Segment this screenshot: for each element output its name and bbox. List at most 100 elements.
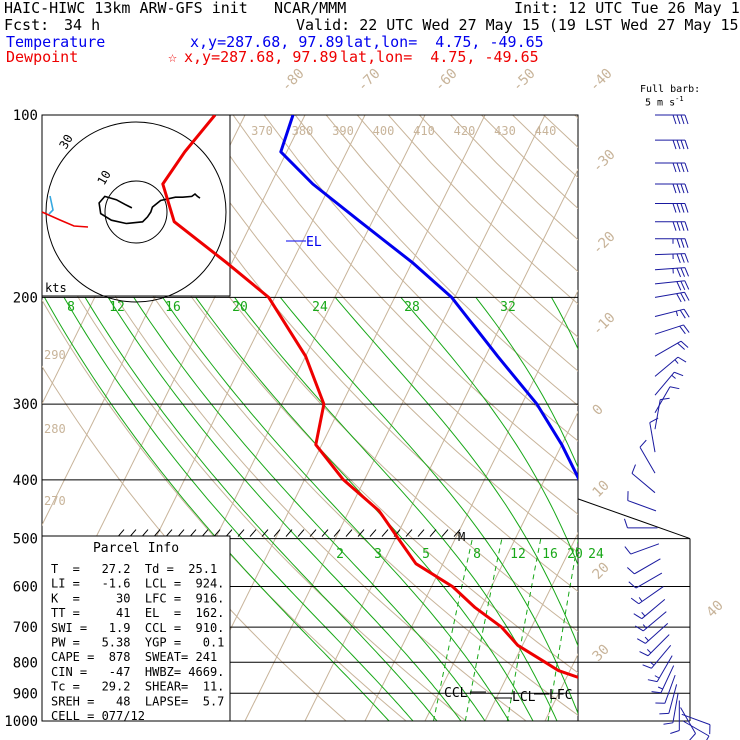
center-label: NCAR/MMM — [274, 0, 347, 17]
freezing-hatch — [249, 529, 257, 537]
dewpoint-profile — [161, 115, 578, 679]
mixing-ratio-label: 2 — [336, 547, 344, 562]
freezing-hatch — [201, 529, 209, 537]
mixing-ratio-label: 12 — [109, 300, 125, 315]
wind-barb-feather — [659, 712, 669, 715]
sounding-profiles — [161, 115, 578, 679]
wind-barb-feather — [680, 114, 685, 125]
pressure-label: 900 — [13, 686, 38, 702]
wind-barb-feather — [684, 114, 689, 125]
wind-barb — [634, 558, 661, 575]
wind-barb-feather — [657, 686, 663, 690]
pressure-label: 500 — [13, 532, 38, 548]
wind-barb-feather — [676, 183, 681, 194]
pressure-label: 800 — [13, 655, 38, 671]
wind-barb-feather — [680, 340, 689, 348]
mixing-ratio-label: 24 — [588, 547, 604, 562]
theta-label: 420 — [454, 124, 476, 138]
wind-barb-feather — [649, 417, 659, 424]
freezing-hatch — [405, 529, 413, 537]
wind-barb-feather — [680, 203, 685, 213]
isotherm-line — [605, 115, 740, 721]
theta-label: 400 — [373, 124, 395, 138]
freezing-hatch — [417, 529, 425, 537]
wind-barb-feather — [679, 325, 686, 335]
wind-barb-feather — [684, 238, 689, 248]
isotherm-line — [0, 115, 5, 721]
isotherm-label: 20 — [590, 560, 613, 583]
wind-barb-feather — [638, 597, 643, 602]
wind-barb-feather — [676, 253, 681, 263]
wind-barb-feather — [676, 221, 681, 231]
isotherm-label: -30 — [590, 147, 619, 176]
lcl-label: LCL — [512, 690, 536, 705]
parcel-info-row: LI = -1.6 LCL = 924. — [51, 577, 224, 591]
mixing-ratio-label: 32 — [500, 300, 516, 315]
parcel-info-box: Parcel Info T = 27.2 Td = 25.1LI = -1.6 L… — [41, 535, 231, 723]
wind-barb-feather — [672, 139, 677, 150]
dry-adiabat-line — [232, 115, 578, 478]
theta-label: 290 — [44, 348, 66, 362]
freezing-hatch — [117, 529, 125, 537]
mixing-ratio-line — [464, 538, 503, 721]
barb-frame-diagonal — [577, 498, 691, 540]
isotherm-label: -40 — [587, 66, 616, 95]
freezing-hatch — [261, 529, 269, 537]
freezing-hatch — [189, 529, 197, 537]
freezing-hatch — [333, 529, 341, 537]
dry-adiabat-line — [294, 115, 578, 407]
wind-barb-feather — [654, 675, 660, 679]
wind-barb-feather — [684, 280, 690, 290]
wind-barb-feather — [684, 221, 689, 231]
dewpoint-latlon: lat,lon= 4.75, -49.65 — [340, 48, 539, 66]
theta-label: 370 — [251, 124, 273, 138]
mixing-ratio-label: 8 — [473, 547, 481, 562]
pressure-label: 100 — [13, 108, 38, 124]
isotherm-label: 0 — [590, 402, 607, 419]
parcel-info-row: SREH = 48 LAPSE= 5.7 — [51, 694, 224, 708]
wind-barb-feather — [680, 292, 686, 302]
temperature-legend: Temperature — [6, 33, 106, 51]
wind-barb-feather — [649, 661, 655, 666]
parcel-info-row: CAPE = 878 SWEAT= 241 — [51, 650, 217, 664]
wind-barb-feather — [680, 139, 685, 150]
wind-barb-feather — [634, 625, 644, 632]
wind-barb-feather — [639, 651, 649, 657]
mixing-ratio-line — [433, 538, 473, 721]
wind-barb-feather — [671, 374, 676, 379]
wind-barb — [654, 267, 685, 271]
wind-barb-feather — [675, 311, 679, 317]
parcel-info-title: Parcel Info — [93, 541, 179, 556]
wind-barb — [638, 586, 664, 605]
theta-label: 410 — [413, 124, 435, 138]
wind-barb-feather — [677, 342, 685, 350]
wind-barb-feather — [630, 597, 640, 605]
dry-adiabat-line — [77, 115, 578, 674]
mixing-ratio-label: 5 — [422, 547, 430, 562]
wind-barb-feather — [639, 439, 647, 448]
wind-barb — [654, 324, 684, 335]
freezing-hatch — [369, 529, 377, 537]
wind-barb-feather — [683, 324, 690, 333]
parcel-info-row: SWI = 1.9 CCL = 910. — [51, 621, 224, 635]
isotherm-label: -60 — [432, 66, 461, 95]
mixing-ratio-label: 16 — [542, 547, 558, 562]
wind-barb-feather — [684, 139, 689, 150]
wind-barb-feather — [680, 281, 686, 291]
dry-adiabat-line — [42, 168, 527, 721]
wind-barb-feather — [647, 679, 658, 683]
hodograph-frame — [41, 114, 231, 297]
isotherm-line — [725, 115, 740, 721]
hodograph-unit-label: kts — [45, 281, 67, 295]
freezing-hatch — [129, 529, 137, 537]
dry-adiabat-line — [108, 115, 578, 633]
mixing-ratio-label: 20 — [567, 547, 583, 562]
mixing-ratio-lines — [433, 538, 578, 721]
isotherm-label: -50 — [510, 66, 539, 95]
theta-label: 270 — [44, 494, 66, 508]
melting-label: M — [458, 530, 465, 544]
wind-barb-feather — [684, 291, 690, 301]
freezing-hatch — [273, 529, 281, 537]
freezing-hatch — [357, 529, 365, 537]
